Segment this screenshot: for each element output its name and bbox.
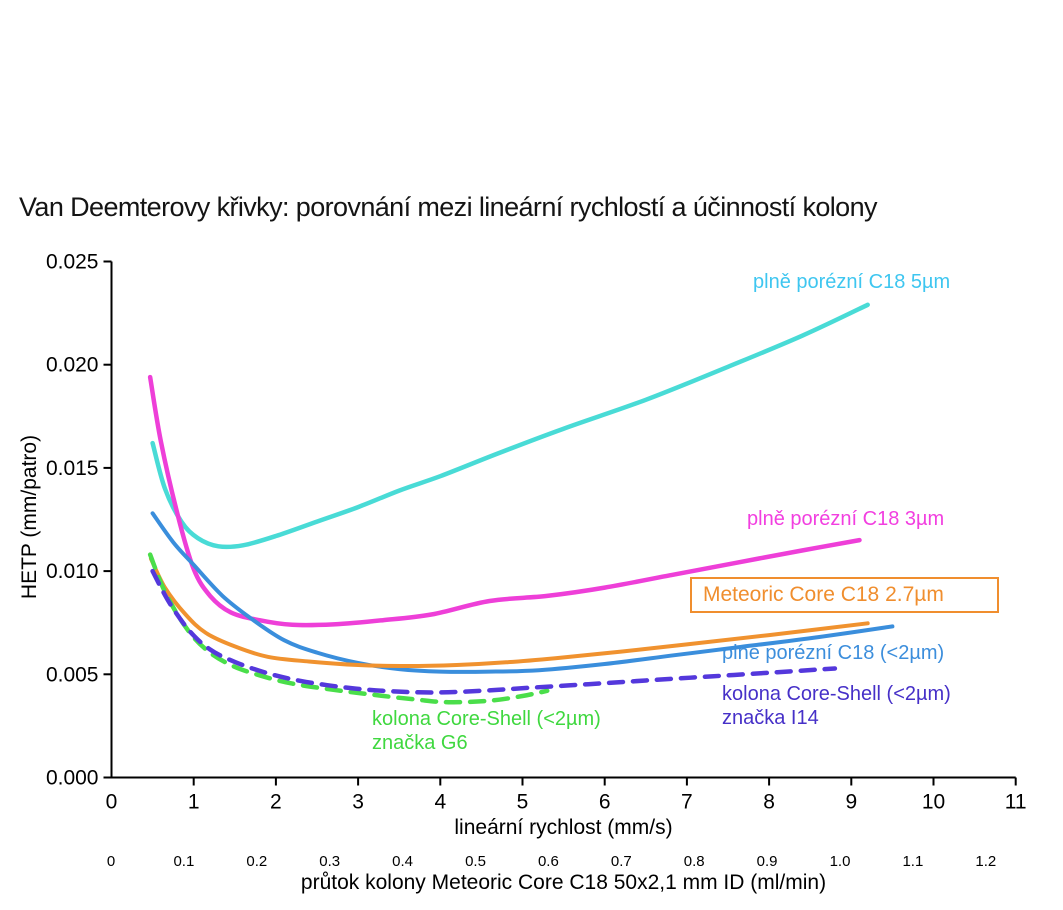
curve-core-shell-i14 xyxy=(150,568,838,695)
series-label-core-shell-i14: kolona Core-Shell (<2µm) značka I14 xyxy=(722,683,951,729)
y-tick-label: 0.025 xyxy=(46,251,99,274)
curve-plne-porezni-c18-sub2um xyxy=(150,511,895,674)
secondary-x-tick-label: 0 xyxy=(107,853,115,870)
x-tick-label: 7 xyxy=(681,791,693,814)
secondary-x-tick-label: 1.0 xyxy=(830,853,851,870)
secondary-x-tick-label: 1.2 xyxy=(975,853,996,870)
y-tick-label: 0.000 xyxy=(46,767,99,790)
secondary-x-tick-label: 1.1 xyxy=(902,853,923,870)
x-tick-label: 6 xyxy=(599,791,611,814)
x-tick-label: 1 xyxy=(188,791,200,814)
x-tick-label: 0 xyxy=(106,791,118,814)
secondary-x-tick-label: 0.6 xyxy=(538,853,559,870)
secondary-x-tick-label: 0.8 xyxy=(684,853,705,870)
x-tick-label: 11 xyxy=(1005,791,1027,814)
secondary-x-axis-label: průtok kolony Meteoric Core C18 50x2,1 m… xyxy=(300,871,827,894)
series-label-fully-porous-5um: plně porézní C18 5µm xyxy=(753,271,951,293)
x-tick-label: 2 xyxy=(270,791,282,814)
y-axis-label: HETP (mm/patro) xyxy=(18,434,41,600)
y-tick-label: 0.020 xyxy=(46,354,99,377)
curve-core-shell-g6 xyxy=(147,552,550,705)
series-label-meteoric-core: Meteoric Core C18 2.7µm xyxy=(690,577,999,613)
x-tick-label: 9 xyxy=(845,791,857,814)
x-axis-label: lineární rychlost (mm/s) xyxy=(454,816,673,839)
y-tick-label: 0.010 xyxy=(46,560,99,583)
curve-plne-porezni-c18-5um xyxy=(150,302,870,550)
series-label-core-shell-g6: kolona Core-Shell (<2µm) značka G6 xyxy=(372,708,601,754)
series-label-fully-porous-sub2um: plně porézní C18 (<2µm) xyxy=(722,642,945,664)
secondary-x-tick-label: 0.5 xyxy=(465,853,486,870)
chart-title: Van Deemterovy křivky: porovnání mezi li… xyxy=(19,192,878,222)
x-tick-label: 3 xyxy=(352,791,364,814)
x-tick-label: 8 xyxy=(763,791,775,814)
secondary-x-tick-label: 0.2 xyxy=(246,853,267,870)
y-tick-label: 0.005 xyxy=(46,663,99,686)
secondary-x-tick-label: 0.1 xyxy=(173,853,194,870)
x-tick-label: 4 xyxy=(434,791,446,814)
curve-meteoric-core-c18-2-7um xyxy=(148,556,870,668)
secondary-x-tick-label: 0.3 xyxy=(319,853,340,870)
series-label-fully-porous-3um: plně porézní C18 3µm xyxy=(747,508,945,530)
x-tick-label: 10 xyxy=(922,791,945,814)
secondary-x-tick-label: 0.9 xyxy=(757,853,778,870)
y-tick-label: 0.015 xyxy=(46,457,99,480)
x-tick-label: 5 xyxy=(517,791,529,814)
secondary-x-tick-label: 0.7 xyxy=(611,853,632,870)
secondary-x-tick-label: 0.4 xyxy=(392,853,413,870)
